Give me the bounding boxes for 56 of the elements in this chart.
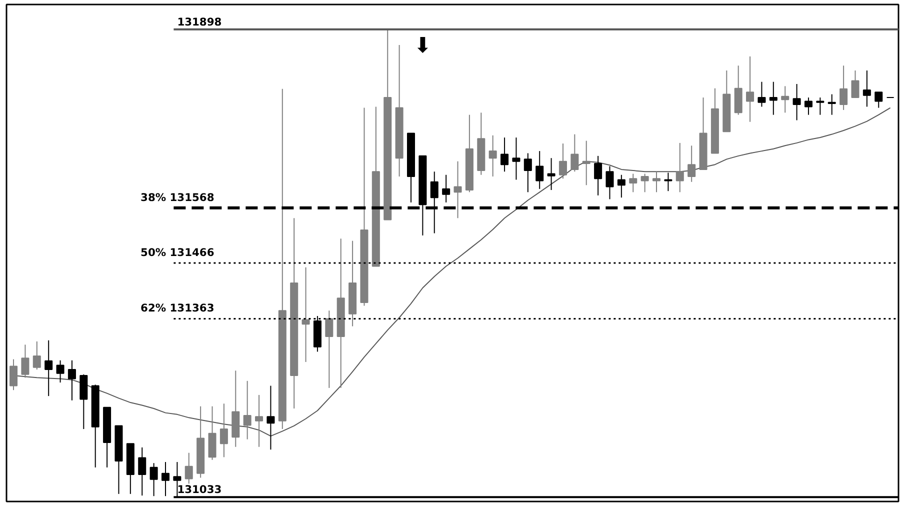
candlestick [488,134,497,177]
candlestick [10,358,18,391]
candlestick [664,172,672,192]
candlestick [558,142,567,180]
candlestick [547,158,556,190]
candlestick [769,81,778,116]
candlestick [629,173,638,193]
ref-line-label: 38% 131568 [140,190,214,204]
candlestick [44,340,53,397]
candlestick [243,380,252,440]
candlestick [758,81,766,108]
candlestick [524,152,532,193]
candlestick [442,174,450,203]
candlestick [138,446,146,496]
candlestick [150,462,158,497]
candlestick [828,94,836,116]
candlestick [617,174,626,198]
candlestick [56,360,64,384]
ref-line-label: 131898 [177,15,222,28]
candlestick [512,137,520,180]
ref-line-label: 50% 131466 [140,246,214,260]
ref-line-label: 62% 131363 [140,302,214,315]
candlestick [676,142,684,193]
candlestick [640,173,649,193]
candlestick [68,360,76,401]
candlestick [500,137,509,172]
candlestick [582,140,590,186]
candlestick [220,403,228,458]
candlestick [536,150,544,190]
candlestick [606,166,614,200]
candlestick [302,266,310,362]
candlestick [874,92,883,108]
candlestick [161,462,170,497]
candlestick [851,70,860,98]
candlestick [781,86,790,114]
candlestick [325,310,334,388]
candlestick [255,394,264,448]
annotation: ⬇ [414,33,432,58]
candlestick [21,344,30,378]
candlestick [32,340,41,370]
candlestick [804,97,812,116]
candlestick [80,374,88,430]
candlestick [208,406,216,460]
candlestick [184,452,193,484]
candlestick [688,145,696,182]
candlestick [862,70,871,108]
candlestick [266,385,275,450]
candlestick [570,134,579,172]
ref-line-label: 131033 [177,483,222,496]
candlestick [454,160,462,219]
candlestick [816,97,824,116]
candlestick [792,84,801,121]
candlestick [652,171,661,193]
candlestick [746,56,754,122]
candlestick [840,65,848,110]
candlestick [594,155,602,196]
